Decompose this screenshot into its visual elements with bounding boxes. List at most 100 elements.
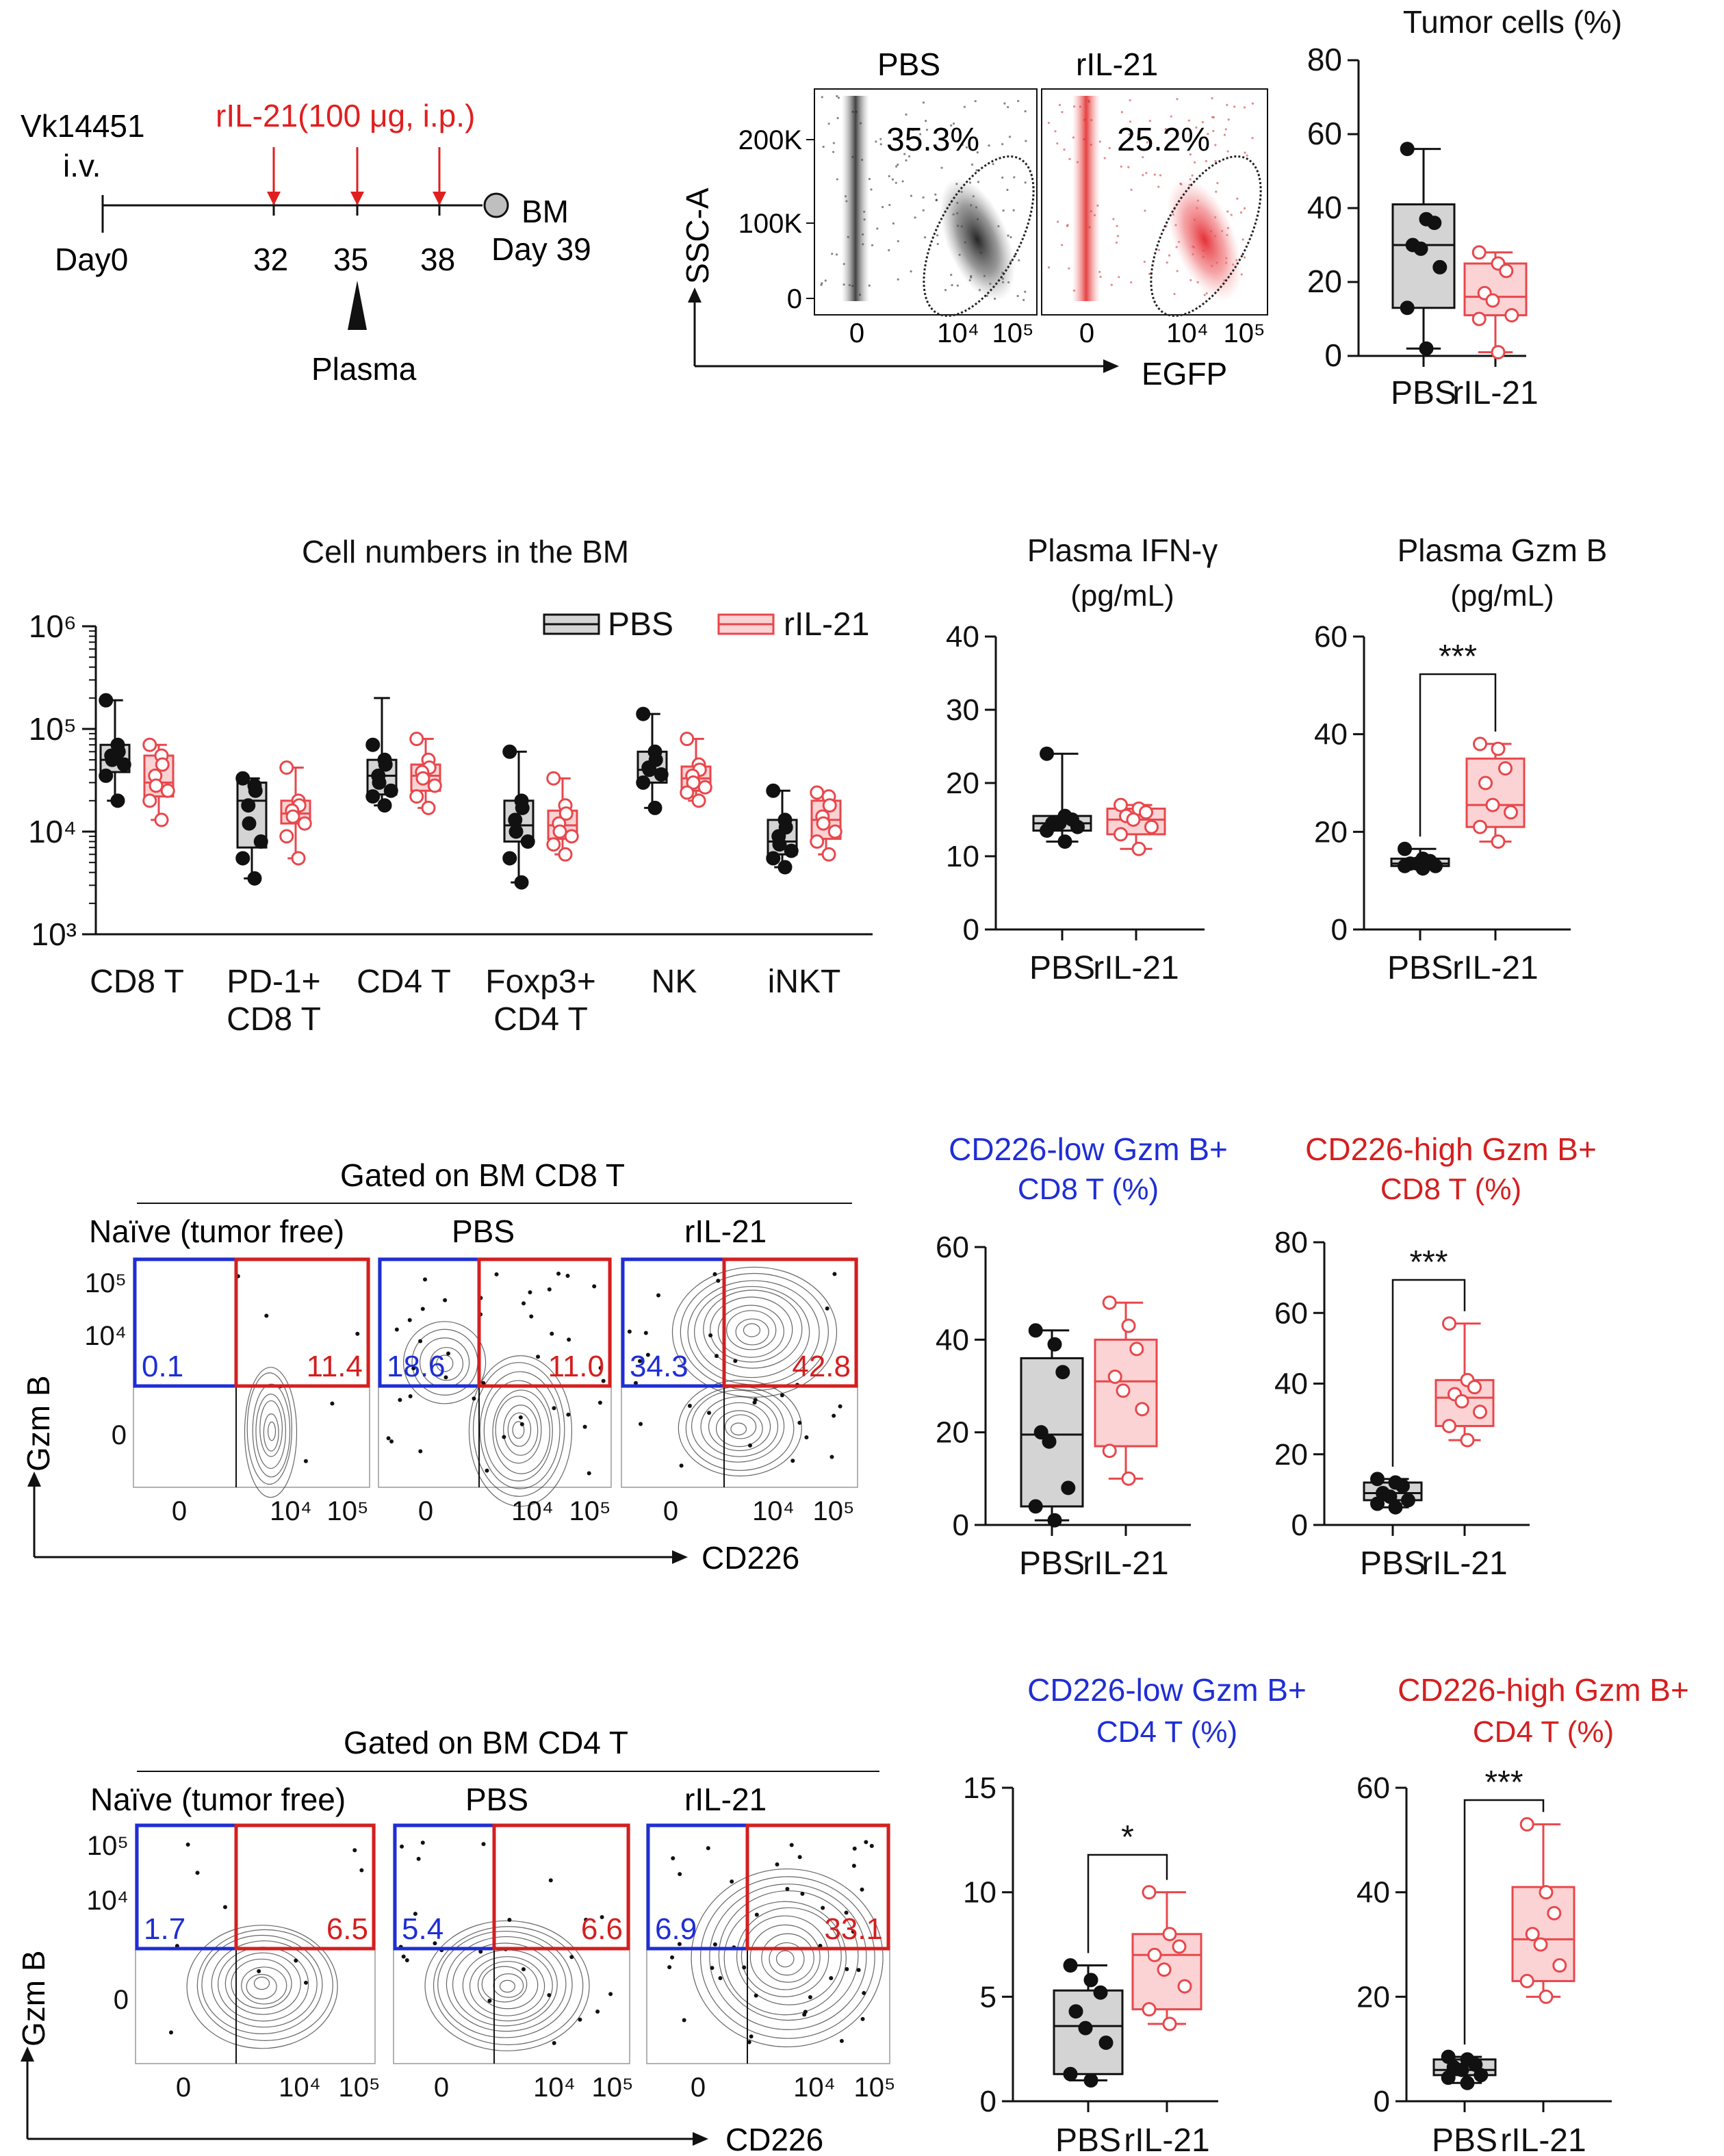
flow-event-dot	[827, 123, 830, 125]
flow-cd8-event-dot	[598, 1365, 603, 1370]
box-pbs-point	[1413, 241, 1428, 256]
flow-event-dot	[1025, 140, 1027, 142]
flow-cd4-event-dot	[851, 1929, 855, 1934]
flow-cd4-event-dot	[789, 1843, 794, 1847]
chart-y-tick-label: 40	[1307, 190, 1342, 225]
treatment-arrows	[267, 147, 446, 205]
box-ril21-0-point	[154, 812, 169, 827]
box-pbs-point	[1070, 819, 1085, 834]
box-ril21-point	[1107, 1369, 1122, 1384]
box-ril21-0-point	[160, 783, 175, 798]
flow-event-dot	[1118, 276, 1120, 279]
flow-cd4-event-dot	[800, 1891, 805, 1896]
flow-cd8-contour-line	[472, 1362, 565, 1497]
flow-event-dot	[934, 193, 937, 196]
flow-egfp-negative-column-ril21	[1072, 96, 1100, 301]
box-pbs-0-point	[116, 757, 131, 772]
flow-cd4-event-dot	[195, 1871, 200, 1875]
flow-event-dot	[1047, 266, 1051, 269]
flow-event-dot	[888, 203, 891, 207]
box-ril21	[1463, 245, 1528, 360]
flow-event-dot	[910, 194, 913, 197]
box-ril21-5-point	[810, 785, 825, 800]
flow-cd8-event-dot	[528, 1290, 532, 1295]
box-pbs-5-point	[766, 851, 781, 866]
flow-cd8-event-dot	[536, 1355, 541, 1359]
chart-subtitle: CD8 T (%)	[1380, 1172, 1521, 1206]
flow-cd8-event-dot	[407, 1318, 412, 1322]
flow-cd4-ylabel: Gzm B	[16, 1950, 51, 2046]
flow-cd8-gate-low-percent: 34.3	[630, 1350, 689, 1383]
flow-event-dot	[888, 175, 890, 178]
box-pbs-point	[1474, 2068, 1489, 2083]
chart-y-tick-label: 20	[946, 767, 979, 800]
flow-event-dot	[1012, 209, 1015, 211]
flow-cd4-event-dot	[359, 1868, 364, 1873]
flow-cd8-gate-high-percent: 42.8	[792, 1350, 851, 1383]
flow-event-dot	[1120, 165, 1122, 168]
box-ril21-3-point	[552, 824, 567, 839]
flow-cd8-event-dot	[389, 1439, 394, 1443]
flow-egfp-xtick-0-ril21: 0	[1079, 318, 1094, 348]
flow-cd4-event-dot	[856, 1968, 861, 1973]
flow-cd4-contour-line	[211, 1940, 318, 2028]
chart-y-tick-label: 15	[963, 1771, 996, 1805]
flow-cd8-event-dot	[418, 1339, 423, 1344]
flow-cd8-event-dot	[645, 1352, 650, 1357]
box-pbs-point	[1415, 861, 1430, 876]
box-pbs-point	[1083, 2072, 1098, 2088]
flow-event-dot	[940, 166, 943, 169]
box-ril21-point	[1478, 775, 1493, 791]
box-chart-6: CD226-low Gzm B+ CD4 T (%) 0 5 10 15 PBS rIL-21…	[963, 1672, 1307, 2156]
flow-cd8-contour-line	[246, 1372, 293, 1485]
flow-event-dot	[1246, 154, 1248, 157]
chart-y-tick-label: 20	[936, 1416, 969, 1450]
flow-event-dot	[832, 151, 835, 153]
flow-cd4-ytick-1e4: 10⁴	[86, 1886, 129, 1916]
flow-cd8-contour-line	[507, 1412, 532, 1447]
flow-cd8-contour-line	[671, 1266, 838, 1398]
chart-y-tick-label: 40	[936, 1323, 969, 1357]
flow-event-dot	[922, 209, 925, 211]
flow-event-dot	[895, 181, 897, 184]
flow-event-dot	[1243, 256, 1246, 259]
flow-cd8-event-dot	[518, 1415, 523, 1420]
flow-event-dot	[1227, 118, 1230, 121]
flow-cd4-contour-line	[469, 1956, 545, 2016]
flow-cd8-contour-line	[244, 1367, 298, 1498]
flow-cd4-xtick-0: 0	[434, 2072, 449, 2103]
flow-cd4-title-naive: Naïve (tumor free)	[90, 1782, 346, 1817]
box-ril21-3	[546, 771, 579, 862]
box-ril21-point	[1454, 1394, 1469, 1409]
flow-cd4-event-dot	[821, 1905, 825, 1910]
flow-cd4-contour-line	[691, 1868, 884, 2048]
flow-cd8-event-dot	[394, 1327, 399, 1332]
flow-cd4-event-dot	[413, 1912, 417, 1916]
flow-cd4-event-dot	[401, 1954, 406, 1959]
flow-cd4-gate-high	[234, 1823, 376, 1951]
flow-cd4-event-dot	[168, 2030, 173, 2035]
flow-event-dot	[1244, 151, 1246, 154]
flow-cd8-event-dot	[355, 1331, 360, 1336]
box-ril21-point	[1471, 245, 1487, 260]
flow-cd8-event-dot	[627, 1329, 632, 1334]
flow-event-dot	[1009, 235, 1012, 239]
chart-title: CD226-low Gzm B+	[1027, 1672, 1307, 1708]
flow-cd8-event-dot	[748, 1443, 753, 1448]
flow-cd4-event-dot	[548, 1878, 553, 1883]
chart-category-label: rIL-21	[1452, 950, 1538, 986]
flow-event-dot	[836, 94, 838, 98]
box-ril21	[1434, 1316, 1495, 1448]
flow-cd4-event-dot	[851, 1864, 856, 1869]
flow-event-dot	[1007, 105, 1009, 109]
box-pbs-1-point	[253, 834, 268, 849]
chart-y-tick-label: 10³	[31, 916, 77, 952]
flow-cd8-contour-line	[255, 1394, 286, 1470]
flow-cd4-plot-frame	[646, 1823, 890, 2064]
box-ril21-point	[1114, 797, 1129, 812]
flow-egfp-xtick-1e5-pbs: 10⁵	[992, 318, 1033, 348]
box-pbs	[1390, 841, 1450, 876]
flow-event-dot	[1017, 99, 1020, 103]
flow-cd4-event-dot	[600, 1914, 604, 1919]
chart-y-tick-label: 40	[1356, 1876, 1390, 1910]
